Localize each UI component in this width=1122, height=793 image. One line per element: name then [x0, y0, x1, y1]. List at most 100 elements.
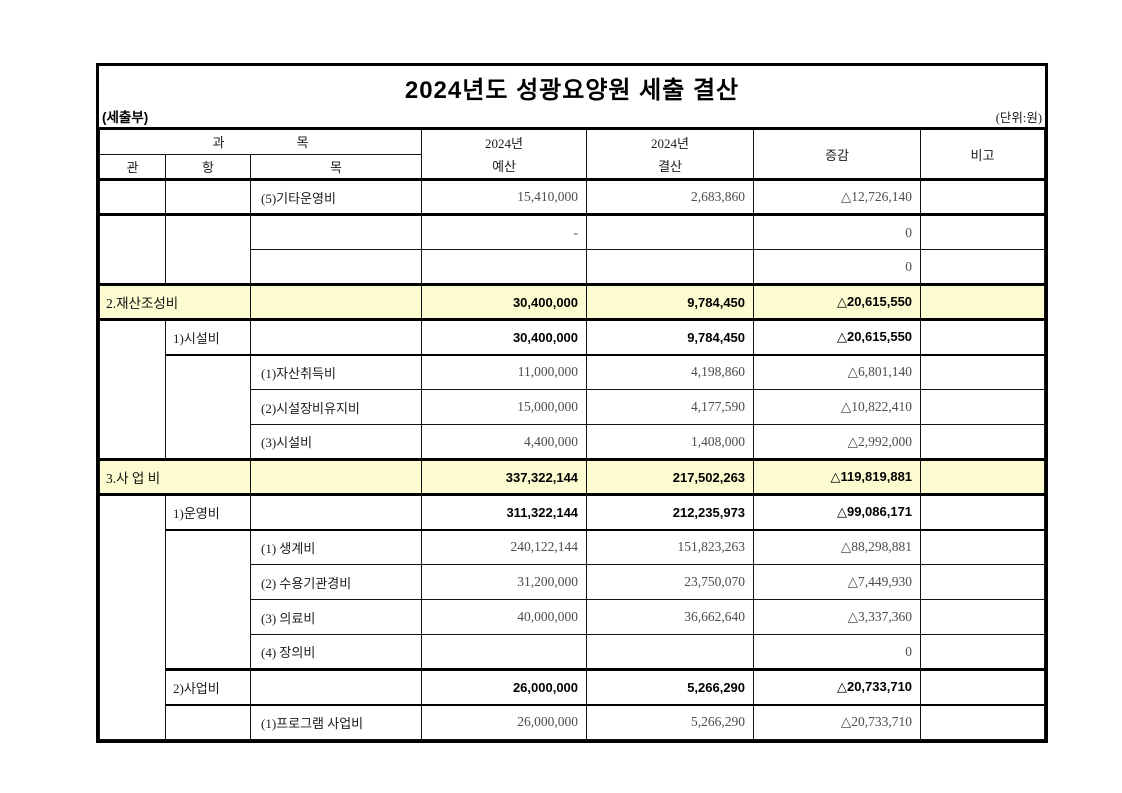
cell-mok — [249, 318, 423, 355]
cell-mok: (3) 의료비 — [249, 599, 423, 635]
cell-budget: 40,000,000 — [421, 599, 588, 635]
title-row: 2024년도 성광요양원 세출 결산 — [99, 66, 1045, 109]
cell-gwan — [99, 493, 166, 740]
cell-change: △20,733,710 — [753, 703, 922, 740]
cell-settlement: 151,823,263 — [586, 528, 755, 565]
cell-gwan — [99, 178, 166, 215]
cell-note — [920, 424, 1045, 460]
cell-change: 0 — [753, 634, 922, 670]
table-row: 2)사업비 26,000,000 5,266,290 △20,733,710 — [100, 668, 1045, 705]
cell-hang — [165, 353, 251, 460]
table-row: (4) 장의비 0 — [100, 634, 1045, 670]
header-gwa: 과 — [212, 135, 225, 151]
cell-gwan — [99, 318, 166, 460]
header-gwamok: 과 목 — [98, 127, 423, 155]
cell-mok: (1)프로그램 사업비 — [249, 703, 423, 740]
cell-budget: 4,400,000 — [421, 424, 588, 460]
table-row: (3)시설비 4,400,000 1,408,000 △2,992,000 — [100, 424, 1045, 460]
cell-change: △6,801,140 — [753, 353, 922, 390]
cell-change: △20,615,550 — [753, 283, 922, 320]
table-row: 1)운영비 311,322,144 212,235,973 △99,086,17… — [99, 493, 1045, 740]
header-settlement: 2024년 결산 — [586, 127, 755, 180]
cell-change: 0 — [753, 213, 922, 250]
cell-change: △20,615,550 — [753, 318, 922, 355]
cell-change: △20,733,710 — [753, 668, 922, 705]
cell-hang — [165, 178, 251, 215]
cell-mok: (5)기타운영비 — [249, 178, 423, 215]
cell-mok: (1)자산취득비 — [249, 353, 423, 390]
cell-note — [920, 668, 1045, 705]
cell-change: △10,822,410 — [753, 389, 922, 425]
table-row-section: 2.재산조성비 30,400,000 9,784,450 △20,615,550 — [99, 283, 1045, 320]
unit-label: (단위:원) — [995, 111, 1042, 125]
cell-note — [920, 493, 1045, 530]
cell-hang — [165, 528, 251, 670]
cell-settlement: 1,408,000 — [586, 424, 755, 460]
table-row: 0 — [100, 249, 1045, 285]
cell-budget: 26,000,000 — [421, 703, 588, 740]
cell-note — [920, 318, 1045, 355]
cell-hang: 1)시설비 — [165, 318, 251, 355]
cell-note — [920, 599, 1045, 635]
table-row: (2) 수용기관경비 31,200,000 23,750,070 △7,449,… — [100, 564, 1045, 600]
cell-mok: (3)시설비 — [249, 424, 423, 460]
header-hang: 항 — [165, 153, 251, 180]
cell-budget — [421, 634, 588, 670]
cell-note — [920, 283, 1045, 320]
cell-mok: (1) 생계비 — [249, 528, 423, 565]
cell-change: △7,449,930 — [753, 564, 922, 600]
cell-change: △99,086,171 — [753, 493, 922, 530]
cell-budget: 30,400,000 — [421, 318, 588, 355]
table-row: (3) 의료비 40,000,000 36,662,640 △3,337,360 — [100, 599, 1045, 635]
expenditure-table: 과 목 2024년 예산 2024년 결산 — [98, 127, 1045, 740]
cell-budget: 240,122,144 — [421, 528, 588, 565]
cell-budget: 11,000,000 — [421, 353, 588, 390]
cell-budget: 337,322,144 — [421, 458, 588, 495]
cell-note — [920, 703, 1045, 740]
header-change: 증감 — [753, 127, 922, 180]
table-row: (1) 생계비 240,122,144 151,823,263 △88,298,… — [100, 528, 1045, 670]
cell-budget: - — [421, 213, 588, 250]
cell-note — [920, 353, 1045, 390]
cell-change: △119,819,881 — [753, 458, 922, 495]
cell-budget: 30,400,000 — [421, 283, 588, 320]
cell-mok — [249, 283, 423, 320]
cell-settlement: 23,750,070 — [586, 564, 755, 600]
cell-category: 2.재산조성비 — [99, 283, 251, 320]
sheet-section-label: (세출부) — [102, 110, 149, 125]
header-gwan: 관 — [99, 153, 166, 180]
cell-settlement: 9,784,450 — [586, 318, 755, 355]
cell-settlement — [586, 249, 755, 285]
header-row-1: 과 목 2024년 예산 2024년 결산 — [98, 127, 1045, 180]
cell-hang — [165, 703, 251, 740]
cell-settlement: 4,198,860 — [586, 353, 755, 390]
cell-change: △3,337,360 — [753, 599, 922, 635]
cell-budget: 15,410,000 — [421, 178, 588, 215]
cell-hang: 2)사업비 — [165, 668, 251, 705]
cell-settlement — [586, 634, 755, 670]
document-frame: 2024년도 성광요양원 세출 결산 (세출부) (단위:원) 과 목 — [96, 63, 1048, 743]
cell-mok — [249, 249, 423, 285]
cell-note — [920, 458, 1045, 495]
cell-budget: 31,200,000 — [421, 564, 588, 600]
cell-budget: 26,000,000 — [421, 668, 588, 705]
cell-settlement: 217,502,263 — [586, 458, 755, 495]
cell-settlement: 5,266,290 — [586, 668, 755, 705]
table-row: (2)시설장비유지비 15,000,000 4,177,590 △10,822,… — [100, 389, 1045, 425]
table-row: (5)기타운영비 15,410,000 2,683,860 △12,726,14… — [99, 178, 1045, 215]
cell-budget: 311,322,144 — [421, 493, 588, 530]
cell-mok — [249, 493, 423, 530]
cell-change: △88,298,881 — [753, 528, 922, 565]
cell-budget — [421, 249, 588, 285]
table-row: (1)프로그램 사업비 26,000,000 5,266,290 △20,733… — [100, 703, 1045, 740]
cell-category: 3.사 업 비 — [99, 458, 251, 495]
cell-settlement: 36,662,640 — [586, 599, 755, 635]
header-mok: 목 — [249, 153, 423, 180]
cell-change: 0 — [753, 249, 922, 285]
table-row: (1)자산취득비 11,000,000 4,198,860 △6,801,140 — [100, 353, 1045, 460]
cell-settlement: 2,683,860 — [586, 178, 755, 215]
page-title: 2024년도 성광요양원 세출 결산 — [404, 77, 740, 104]
cell-note — [920, 178, 1045, 215]
cell-note — [920, 528, 1045, 565]
